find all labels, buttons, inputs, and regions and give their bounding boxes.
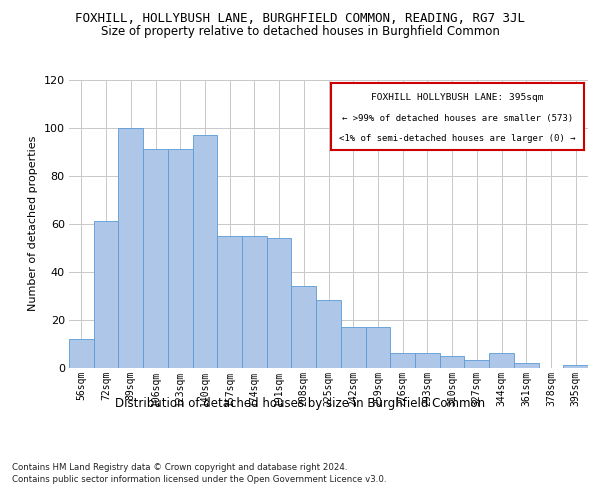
Text: Distribution of detached houses by size in Burghfield Common: Distribution of detached houses by size … bbox=[115, 398, 485, 410]
Bar bbox=[69, 339, 94, 368]
Bar bbox=[365, 327, 390, 368]
Bar bbox=[242, 236, 267, 368]
Bar bbox=[292, 286, 316, 368]
Text: Contains HM Land Registry data © Crown copyright and database right 2024.: Contains HM Land Registry data © Crown c… bbox=[12, 462, 347, 471]
Text: Size of property relative to detached houses in Burghfield Common: Size of property relative to detached ho… bbox=[101, 25, 499, 38]
Bar bbox=[118, 128, 143, 368]
Bar bbox=[217, 236, 242, 368]
Text: Contains public sector information licensed under the Open Government Licence v3: Contains public sector information licen… bbox=[12, 475, 386, 484]
Bar bbox=[316, 300, 341, 368]
Bar bbox=[168, 150, 193, 368]
Bar bbox=[143, 150, 168, 368]
Bar bbox=[94, 222, 118, 368]
Bar bbox=[464, 360, 489, 368]
Text: FOXHILL, HOLLYBUSH LANE, BURGHFIELD COMMON, READING, RG7 3JL: FOXHILL, HOLLYBUSH LANE, BURGHFIELD COMM… bbox=[75, 12, 525, 26]
Bar bbox=[341, 327, 365, 368]
Bar bbox=[489, 353, 514, 368]
Y-axis label: Number of detached properties: Number of detached properties bbox=[28, 136, 38, 312]
Bar bbox=[390, 353, 415, 368]
Bar bbox=[514, 362, 539, 368]
Bar bbox=[440, 356, 464, 368]
Bar bbox=[193, 135, 217, 368]
Bar bbox=[415, 353, 440, 368]
Bar bbox=[267, 238, 292, 368]
Bar bbox=[563, 365, 588, 368]
